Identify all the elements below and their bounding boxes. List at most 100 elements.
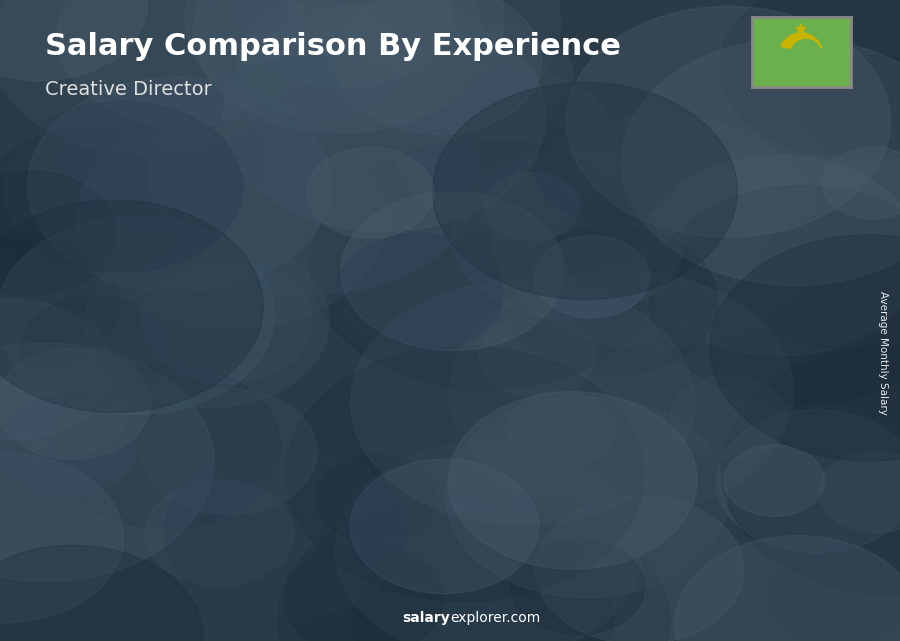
Circle shape: [819, 451, 900, 533]
Circle shape: [85, 234, 329, 408]
Circle shape: [450, 271, 793, 515]
Circle shape: [446, 397, 728, 598]
Circle shape: [0, 545, 203, 641]
Circle shape: [0, 343, 214, 582]
FancyBboxPatch shape: [610, 256, 617, 558]
Text: explorer.com: explorer.com: [450, 611, 540, 625]
FancyBboxPatch shape: [738, 233, 813, 558]
Circle shape: [50, 363, 281, 528]
Circle shape: [479, 313, 596, 397]
FancyBboxPatch shape: [482, 281, 489, 558]
Circle shape: [452, 151, 687, 319]
FancyBboxPatch shape: [482, 281, 556, 558]
FancyBboxPatch shape: [225, 393, 299, 558]
FancyBboxPatch shape: [610, 256, 684, 558]
Circle shape: [433, 83, 737, 299]
Circle shape: [76, 107, 388, 329]
FancyBboxPatch shape: [293, 393, 299, 558]
Circle shape: [493, 494, 600, 570]
Circle shape: [0, 453, 123, 623]
Circle shape: [724, 445, 824, 517]
Circle shape: [21, 296, 169, 401]
Text: 11,500 MRO: 11,500 MRO: [107, 413, 180, 426]
Text: 27,400 MRO: 27,400 MRO: [621, 238, 693, 251]
Circle shape: [0, 171, 116, 296]
Circle shape: [285, 346, 644, 602]
Circle shape: [0, 128, 193, 277]
Text: 29,600 MRO: 29,600 MRO: [750, 213, 822, 227]
Text: +40%: +40%: [300, 274, 353, 292]
Circle shape: [352, 508, 670, 641]
Text: 15,000 MRO: 15,000 MRO: [236, 374, 308, 387]
FancyBboxPatch shape: [482, 281, 556, 292]
Text: Salary Comparison By Experience: Salary Comparison By Experience: [45, 32, 621, 61]
FancyBboxPatch shape: [353, 327, 361, 558]
Circle shape: [508, 391, 615, 467]
FancyBboxPatch shape: [353, 327, 428, 558]
Circle shape: [27, 77, 330, 293]
Circle shape: [236, 0, 452, 88]
Circle shape: [336, 233, 503, 353]
Circle shape: [393, 67, 616, 226]
Circle shape: [822, 147, 900, 219]
FancyBboxPatch shape: [738, 233, 813, 246]
Circle shape: [211, 0, 561, 146]
Circle shape: [716, 410, 900, 553]
Text: salary: salary: [402, 611, 450, 625]
FancyBboxPatch shape: [806, 233, 813, 558]
FancyBboxPatch shape: [550, 281, 556, 558]
Circle shape: [492, 115, 822, 350]
Circle shape: [307, 147, 434, 238]
Circle shape: [0, 200, 264, 412]
Circle shape: [639, 156, 900, 356]
Circle shape: [720, 0, 900, 157]
FancyBboxPatch shape: [96, 431, 171, 437]
Circle shape: [145, 480, 294, 587]
Circle shape: [0, 0, 148, 81]
Circle shape: [314, 455, 436, 542]
Circle shape: [0, 349, 150, 460]
Circle shape: [165, 447, 405, 618]
Circle shape: [0, 0, 299, 155]
FancyBboxPatch shape: [165, 431, 171, 558]
Text: +31%: +31%: [171, 340, 225, 358]
Text: Average Monthly Salary: Average Monthly Salary: [878, 290, 887, 415]
Circle shape: [508, 226, 718, 376]
Circle shape: [670, 376, 787, 459]
FancyBboxPatch shape: [353, 327, 428, 336]
FancyBboxPatch shape: [225, 393, 299, 399]
Circle shape: [799, 55, 900, 160]
Circle shape: [566, 6, 890, 237]
Circle shape: [0, 216, 274, 414]
Circle shape: [284, 543, 443, 641]
Circle shape: [335, 442, 642, 641]
Circle shape: [238, 1, 402, 118]
FancyBboxPatch shape: [679, 256, 684, 558]
Text: Creative Director: Creative Director: [45, 80, 212, 99]
Text: 25,200 MRO: 25,200 MRO: [492, 262, 564, 275]
Circle shape: [0, 363, 139, 502]
Circle shape: [484, 173, 579, 240]
Circle shape: [764, 544, 900, 641]
Circle shape: [278, 499, 614, 641]
Circle shape: [140, 388, 318, 515]
Circle shape: [0, 299, 112, 440]
Text: 21,000 MRO: 21,000 MRO: [364, 308, 436, 321]
FancyBboxPatch shape: [421, 327, 428, 558]
Polygon shape: [781, 33, 822, 48]
Text: +20%: +20%: [428, 228, 482, 246]
Circle shape: [141, 262, 312, 383]
Circle shape: [535, 117, 681, 222]
Circle shape: [710, 235, 900, 461]
FancyBboxPatch shape: [96, 431, 104, 558]
FancyBboxPatch shape: [96, 431, 171, 558]
Circle shape: [536, 495, 744, 641]
Text: +9%: +9%: [562, 204, 604, 222]
Circle shape: [61, 84, 266, 229]
Circle shape: [310, 140, 661, 390]
Circle shape: [351, 280, 695, 525]
Circle shape: [185, 0, 504, 132]
Circle shape: [0, 234, 120, 375]
Circle shape: [721, 344, 900, 596]
Circle shape: [448, 392, 698, 569]
